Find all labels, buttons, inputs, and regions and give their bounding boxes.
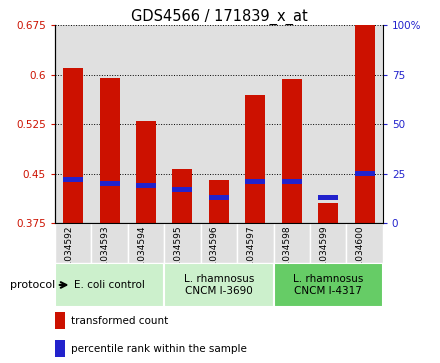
Text: GSM1034599: GSM1034599 bbox=[319, 225, 328, 286]
Bar bbox=[164, 25, 201, 223]
Bar bbox=[55, 312, 65, 329]
Bar bbox=[209, 195, 229, 200]
Text: percentile rank within the sample: percentile rank within the sample bbox=[71, 344, 247, 354]
Text: L. rhamnosus
CNCM I-4317: L. rhamnosus CNCM I-4317 bbox=[293, 274, 363, 296]
Bar bbox=[346, 25, 383, 223]
Bar bbox=[310, 223, 346, 263]
Bar bbox=[201, 25, 237, 223]
Text: transformed count: transformed count bbox=[71, 316, 169, 326]
Bar bbox=[92, 25, 128, 223]
Bar bbox=[128, 25, 164, 223]
Bar bbox=[136, 121, 156, 223]
Text: GSM1034596: GSM1034596 bbox=[210, 225, 219, 286]
Title: GDS4566 / 171839_x_at: GDS4566 / 171839_x_at bbox=[131, 9, 307, 25]
Bar bbox=[164, 223, 201, 263]
Bar bbox=[63, 177, 83, 182]
Bar bbox=[201, 223, 237, 263]
Bar bbox=[55, 25, 92, 223]
Text: GSM1034600: GSM1034600 bbox=[356, 225, 365, 286]
Bar bbox=[274, 263, 383, 307]
Bar bbox=[172, 168, 192, 223]
Bar bbox=[318, 203, 338, 223]
Text: E. coli control: E. coli control bbox=[74, 280, 145, 290]
Bar bbox=[237, 223, 274, 263]
Bar bbox=[172, 187, 192, 192]
Bar bbox=[355, 25, 374, 223]
Bar bbox=[164, 263, 274, 307]
Text: GSM1034597: GSM1034597 bbox=[246, 225, 255, 286]
Text: GSM1034594: GSM1034594 bbox=[137, 225, 146, 286]
Bar bbox=[55, 263, 164, 307]
Bar bbox=[274, 223, 310, 263]
Bar bbox=[318, 195, 338, 200]
Bar bbox=[346, 223, 383, 263]
Text: GSM1034592: GSM1034592 bbox=[64, 225, 73, 286]
Bar bbox=[55, 223, 92, 263]
Bar bbox=[282, 79, 302, 223]
Bar bbox=[55, 340, 65, 357]
Text: GSM1034595: GSM1034595 bbox=[173, 225, 183, 286]
Bar bbox=[99, 181, 120, 186]
Bar bbox=[92, 223, 128, 263]
Bar bbox=[246, 179, 265, 184]
Bar bbox=[246, 95, 265, 223]
Bar bbox=[63, 68, 83, 223]
Text: GSM1034593: GSM1034593 bbox=[101, 225, 110, 286]
Bar bbox=[209, 180, 229, 223]
Bar bbox=[237, 25, 274, 223]
Bar bbox=[310, 25, 346, 223]
Text: GSM1034598: GSM1034598 bbox=[283, 225, 292, 286]
Bar bbox=[136, 183, 156, 188]
Bar bbox=[282, 179, 302, 184]
Text: L. rhamnosus
CNCM I-3690: L. rhamnosus CNCM I-3690 bbox=[184, 274, 254, 296]
Bar bbox=[274, 25, 310, 223]
Text: protocol: protocol bbox=[10, 280, 55, 290]
Bar bbox=[355, 171, 374, 176]
Bar bbox=[128, 223, 164, 263]
Bar bbox=[99, 78, 120, 223]
